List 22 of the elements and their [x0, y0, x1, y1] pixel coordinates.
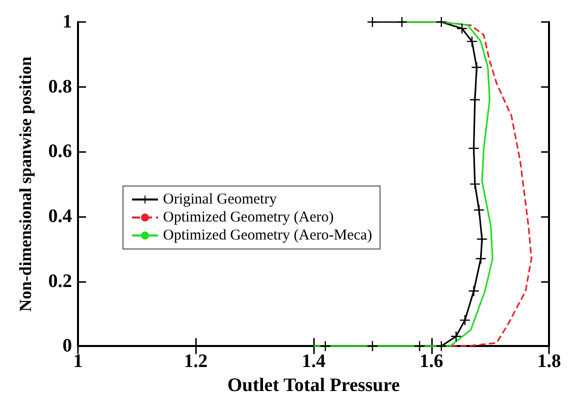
legend-label: Optimized Geometry (Aero) — [163, 210, 334, 226]
x-tick-label: 1.8 — [537, 351, 561, 372]
legend-label: Optimized Geometry (Aero-Meca) — [163, 228, 372, 244]
point — [468, 286, 479, 296]
y-tick-label: 0.6 — [48, 141, 72, 162]
x-tick-label: 1.6 — [419, 351, 444, 372]
point — [468, 143, 479, 154]
x-tick-label: 1.2 — [184, 351, 208, 372]
x-axis-title: Outlet Total Pressure — [227, 375, 400, 396]
x-tick-label: 1.4 — [302, 351, 326, 372]
legend-label: Original Geometry — [163, 192, 278, 208]
point — [476, 254, 486, 264]
point — [470, 94, 480, 105]
y-tick-label: 0 — [62, 336, 72, 357]
point — [460, 315, 470, 326]
y-tick-label: 1 — [62, 12, 72, 32]
y-tick-label: 0.2 — [48, 270, 72, 292]
point — [472, 62, 482, 72]
point — [320, 341, 330, 352]
y-tick-label: 0.4 — [48, 206, 72, 227]
y-tick-label: 0.8 — [48, 76, 72, 98]
y-axis-title: Non-dimensional spanwise position — [16, 56, 35, 312]
